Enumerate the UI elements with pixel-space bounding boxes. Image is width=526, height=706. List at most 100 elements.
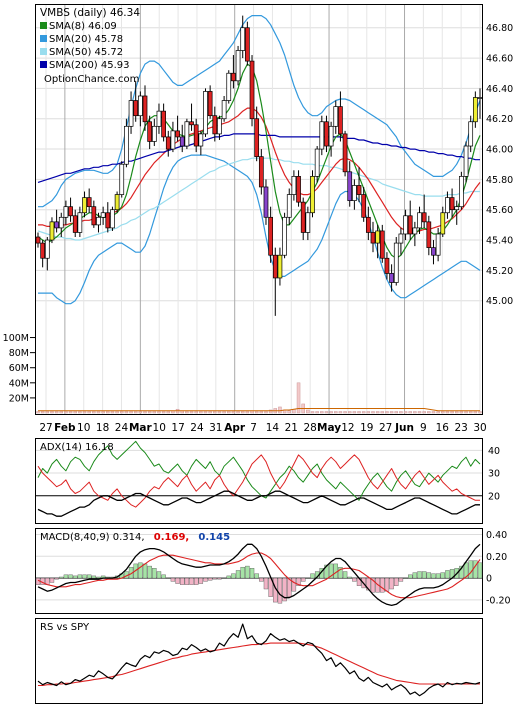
macd-histogram-bar bbox=[338, 566, 343, 579]
candle-body bbox=[365, 216, 371, 233]
price-title: VMBS (daily) 46.34 bbox=[40, 7, 140, 19]
volume-bar bbox=[254, 411, 259, 414]
candle-body bbox=[100, 212, 106, 218]
macd-histogram-bar bbox=[203, 577, 208, 582]
macd-histogram-bar bbox=[49, 577, 55, 583]
macd-histogram-bar bbox=[142, 563, 148, 579]
candle-body bbox=[440, 212, 446, 235]
rs-title: RS vs SPY bbox=[40, 622, 90, 633]
volume-bar bbox=[166, 411, 171, 414]
candle-body bbox=[282, 216, 287, 256]
candle-body bbox=[254, 118, 260, 157]
adx-axis-labels: 40 30 20 bbox=[488, 446, 500, 502]
macd-histogram-bar bbox=[370, 577, 376, 593]
macd-histogram-bar bbox=[175, 577, 180, 584]
price-tick-label: 45.00 bbox=[486, 296, 513, 307]
volume-bar bbox=[287, 410, 291, 414]
candle-body bbox=[226, 72, 232, 101]
volume-bar bbox=[240, 411, 245, 414]
candle-body bbox=[207, 91, 213, 117]
volume-bar bbox=[199, 411, 203, 414]
volume-bar bbox=[375, 411, 380, 414]
date-tick-label: 10 bbox=[153, 422, 166, 434]
macd-histogram-bar bbox=[421, 571, 427, 579]
upper-bollinger-band bbox=[38, 15, 481, 208]
macd-histogram-bar bbox=[412, 572, 418, 579]
volume-bar bbox=[385, 411, 389, 414]
volume-bar bbox=[213, 411, 217, 414]
candle-body bbox=[72, 215, 78, 233]
candle-body bbox=[459, 176, 464, 208]
macd-histogram-bar bbox=[245, 565, 250, 579]
macd-histogram-bar bbox=[287, 577, 292, 597]
date-tick-label: 17 bbox=[171, 422, 184, 434]
adx-title: ADX(14) 16.18 bbox=[40, 442, 114, 453]
candle-body bbox=[435, 233, 441, 256]
macd-histogram-bar bbox=[147, 565, 152, 579]
volume-bar bbox=[422, 411, 426, 414]
macd-histogram-bar bbox=[59, 576, 64, 579]
volume-bar bbox=[189, 411, 194, 414]
price-tick-label: 46.40 bbox=[486, 84, 513, 95]
volume-bar bbox=[161, 411, 166, 414]
macd-histogram-bar bbox=[342, 571, 348, 579]
adx-lines bbox=[37, 440, 481, 517]
candle-body bbox=[175, 130, 180, 138]
macd-histogram-bar bbox=[324, 564, 329, 579]
candle-body bbox=[417, 212, 422, 229]
volume-bar bbox=[399, 411, 403, 414]
macd-histogram-bar bbox=[403, 577, 408, 579]
volume-bar bbox=[403, 411, 408, 414]
candle-body bbox=[110, 209, 115, 229]
volume-bar bbox=[371, 411, 375, 414]
candle-body bbox=[324, 121, 329, 147]
candle-body bbox=[445, 197, 450, 214]
date-tick-label: 14 bbox=[266, 422, 280, 434]
date-axis-labels: 27 Feb 10 18 24 Mar 10 17 24 31 Apr 7 14 21 28 May 12 19 2… bbox=[39, 422, 486, 434]
macd-line bbox=[37, 543, 481, 607]
macd-histogram-bar bbox=[198, 577, 204, 584]
volume-bar bbox=[203, 411, 208, 414]
candle-body bbox=[477, 97, 483, 99]
volume-bar bbox=[347, 411, 352, 414]
date-tick-label: 24 bbox=[115, 422, 129, 434]
candle-body bbox=[245, 27, 250, 62]
candle-body bbox=[272, 254, 278, 279]
volume-bar bbox=[436, 411, 440, 414]
candle-body bbox=[305, 212, 311, 233]
candle-body bbox=[431, 247, 436, 256]
macd-histogram-bar bbox=[231, 573, 236, 579]
volume-bar bbox=[64, 411, 68, 414]
candle-body bbox=[333, 106, 339, 127]
volume-bar bbox=[143, 411, 147, 414]
candle-body bbox=[286, 194, 292, 218]
candle-body bbox=[221, 100, 227, 120]
price-tick-label: 45.60 bbox=[486, 205, 513, 216]
macd-tick-label: 0.20 bbox=[486, 552, 507, 563]
plus-di-line bbox=[37, 440, 481, 501]
price-axis-labels: 46.80 46.60 46.40 46.20 46.00 45.80 45.60 45.40… bbox=[486, 23, 513, 307]
macd-histogram-bar bbox=[170, 577, 176, 582]
macd-histogram-bar bbox=[82, 574, 87, 579]
candle-body bbox=[463, 145, 469, 177]
date-tick-label: May bbox=[317, 422, 341, 434]
macd-histogram-bar bbox=[296, 577, 301, 586]
candle-body bbox=[44, 239, 50, 259]
adx-tick-label: 20 bbox=[488, 491, 500, 502]
date-tick-label: 24 bbox=[190, 422, 204, 434]
volume-bar bbox=[352, 411, 357, 414]
volume-bar bbox=[208, 411, 212, 414]
macd-hist-value: 0.145 bbox=[198, 532, 230, 543]
legend-sma8: SMA(8) 46.09 bbox=[49, 21, 117, 32]
macd-title: MACD(8,40,9) 0.314, 0.169, 0.145 bbox=[40, 532, 230, 543]
volume-bar bbox=[124, 411, 129, 414]
volume-bar bbox=[320, 411, 324, 414]
volume-bar bbox=[380, 411, 385, 414]
adx-tick-label: 30 bbox=[488, 469, 500, 480]
macd-histogram-bar bbox=[73, 575, 78, 579]
candle-body bbox=[165, 136, 171, 150]
volume-bar bbox=[278, 406, 282, 414]
volume-bar bbox=[129, 411, 133, 414]
volume-axis-labels: 100M 80M 60M 40M 20M bbox=[3, 333, 36, 404]
